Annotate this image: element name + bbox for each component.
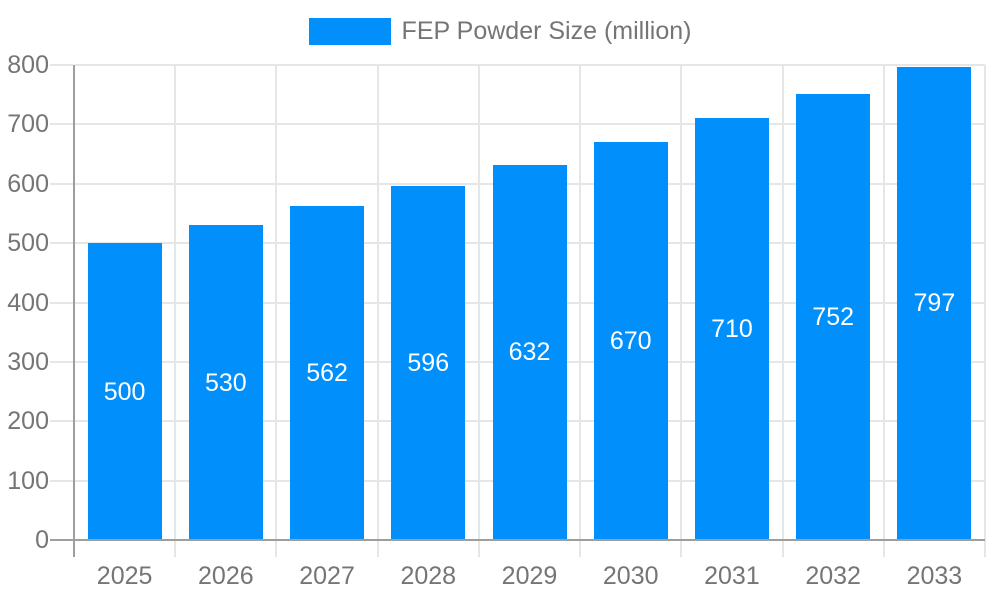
x-tick-6	[680, 540, 683, 557]
x-tick-8	[882, 540, 885, 557]
x-axis-line	[50, 539, 985, 541]
y-axis-label: 300	[7, 347, 49, 376]
x-axis-label: 2028	[400, 562, 457, 590]
bar-2031[interactable]	[694, 118, 769, 540]
bar-value-label: 562	[306, 359, 348, 388]
gridline-x-2	[275, 65, 278, 540]
x-axis-label: 2026	[198, 562, 254, 590]
y-axis-label: 600	[7, 169, 49, 198]
bar-2028[interactable]	[391, 186, 466, 540]
gridline-x-4	[477, 65, 480, 540]
bar-2032[interactable]	[796, 93, 871, 540]
bar-value-label: 500	[103, 377, 146, 406]
bar-value-label: 710	[711, 315, 753, 344]
bar-value-label: 670	[609, 327, 652, 356]
bar-value-label: 752	[812, 302, 855, 331]
bar-value-label: 530	[204, 368, 247, 397]
x-axis-label: 2030	[602, 562, 659, 590]
y-tick-800	[50, 64, 73, 66]
y-tick-600	[50, 182, 73, 185]
x-tick-7	[781, 540, 784, 557]
y-axis-label: 700	[7, 110, 49, 139]
y-tick-400	[50, 301, 73, 304]
x-tick-9	[984, 540, 986, 557]
bar-value-label: 632	[508, 338, 551, 367]
x-axis-label: 2025	[96, 562, 153, 590]
y-tick-100	[50, 479, 73, 482]
x-tick-1	[174, 540, 177, 557]
bar-2026[interactable]	[188, 225, 263, 540]
y-axis-label: 100	[7, 466, 49, 495]
y-tick-300	[50, 360, 73, 363]
y-axis-label: 0	[35, 526, 49, 554]
bar-2029[interactable]	[492, 164, 567, 540]
chart-legend[interactable]: FEP Powder Size (million)	[0, 18, 1000, 45]
x-axis-label: 2031	[704, 562, 760, 590]
x-tick-2	[275, 540, 278, 557]
gridline-x-6	[680, 65, 683, 540]
gridline-x-1	[174, 65, 177, 540]
bar-value-label: 596	[407, 349, 450, 378]
x-tick-5	[579, 540, 582, 557]
x-axis-label: 2033	[906, 562, 963, 590]
x-axis-label: 2027	[299, 562, 355, 590]
gridline-x-5	[579, 65, 582, 540]
y-tick-700	[50, 123, 73, 126]
gridline-y-800	[74, 64, 985, 66]
y-axis-line	[73, 65, 75, 557]
legend-swatch	[308, 18, 391, 45]
x-tick-4	[477, 540, 480, 557]
gridline-x-3	[376, 65, 379, 540]
gridline-y-700	[74, 123, 985, 126]
bar-value-label: 797	[913, 289, 956, 318]
bar-2027[interactable]	[290, 206, 365, 540]
y-axis-label: 800	[7, 51, 49, 79]
gridline-x-7	[781, 65, 784, 540]
gridline-x-9	[984, 65, 986, 540]
y-axis-label: 400	[7, 288, 49, 317]
x-tick-3	[376, 540, 379, 557]
y-axis-label: 200	[7, 407, 49, 436]
bar-2030[interactable]	[593, 142, 668, 540]
y-tick-500	[50, 242, 73, 245]
legend-label: FEP Powder Size (million)	[401, 17, 692, 45]
y-tick-200	[50, 420, 73, 423]
x-axis-label: 2029	[501, 562, 558, 590]
y-axis-label: 500	[7, 229, 49, 258]
x-axis-label: 2032	[805, 562, 861, 590]
bar-2033[interactable]	[897, 66, 972, 540]
bar-2025[interactable]	[87, 243, 162, 540]
gridline-x-8	[882, 65, 885, 540]
